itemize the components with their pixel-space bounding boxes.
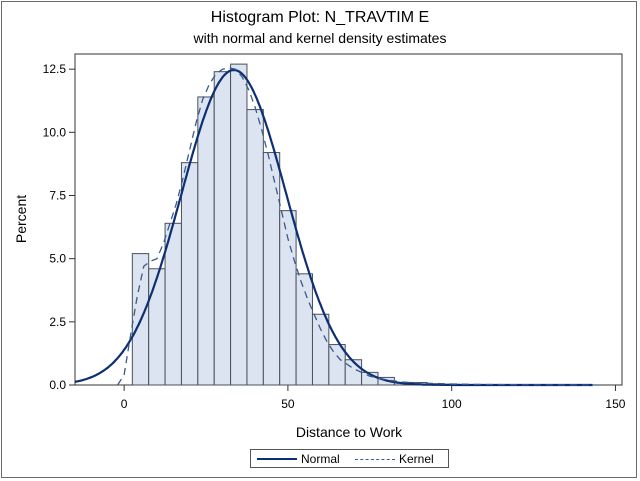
histogram-bar [311, 313, 330, 386]
y-tick-label: 0.0 [49, 378, 66, 392]
x-tick-label: 0 [121, 397, 128, 411]
y-tick-label: 7.5 [49, 188, 66, 202]
x-tick-label: 150 [605, 397, 625, 411]
y-axis-label: Percent [13, 195, 29, 243]
histogram-bar [230, 63, 248, 386]
histogram-bar [344, 359, 363, 386]
histogram-bar [262, 152, 281, 386]
histogram-bar [328, 344, 346, 386]
y-tick-label: 12.5 [43, 62, 67, 76]
chart-title: Histogram Plot: N_TRAVTIM E [210, 9, 430, 26]
kernel-curve [117, 67, 600, 386]
x-axis-ticks: 0 50 100 150 [121, 385, 626, 411]
legend-label-kernel: Kernel [399, 452, 434, 466]
histogram-bar [246, 109, 264, 386]
histogram-bar [213, 71, 232, 386]
y-tick-label: 5.0 [49, 252, 66, 266]
y-axis-ticks: 0.0 2.5 5.0 7.5 10.0 12.5 [43, 62, 75, 392]
histogram-bar [197, 96, 215, 386]
legend-item-kernel: Kernel [355, 452, 434, 466]
y-tick-label: 10.0 [43, 125, 67, 139]
normal-curve [74, 68, 593, 387]
chart-subtitle: with normal and kernel density estimates [193, 30, 447, 46]
histogram-bars [131, 63, 592, 386]
x-tick-label: 100 [442, 397, 462, 411]
histogram-bar [148, 268, 166, 386]
legend-swatch-kernel [355, 458, 395, 460]
histogram-bar [295, 273, 313, 386]
legend-item-normal: Normal [257, 452, 340, 466]
legend-label-normal: Normal [301, 452, 340, 466]
histogram-bar [180, 162, 199, 386]
x-axis-label: Distance to Work [296, 424, 403, 440]
y-tick-label: 2.5 [49, 315, 66, 329]
x-tick-label: 50 [281, 397, 295, 411]
chart-legend: Normal Kernel [250, 449, 449, 468]
legend-swatch-normal [257, 458, 297, 460]
histogram-bar [164, 222, 182, 386]
